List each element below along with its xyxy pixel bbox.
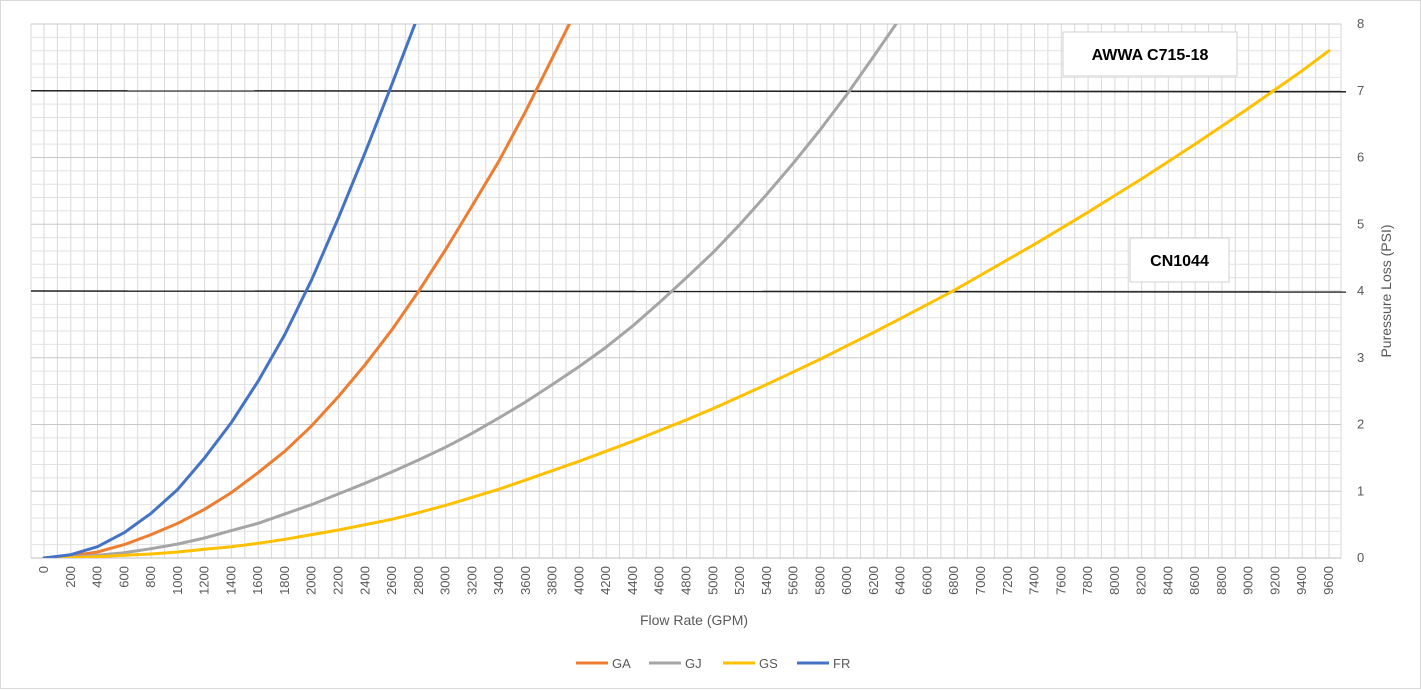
x-tick-label: 8400 [1160,566,1175,595]
x-tick-label: 2400 [357,566,372,595]
x-tick-label: 4800 [679,566,694,595]
reference-label-box [1129,237,1230,283]
x-tick-label: 4600 [652,566,667,595]
x-tick-label: 400 [90,566,105,588]
y-tick-label: 0 [1357,550,1364,565]
x-tick-label: 4200 [598,566,613,595]
legend-label: GJ [685,656,702,671]
y-tick-label: 1 [1357,483,1364,498]
reference-line [30,90,1347,93]
x-axis-title: Flow Rate (GPM) [640,612,748,628]
series-line-fr [42,24,417,558]
y-tick-label: 8 [1357,16,1364,31]
x-tick-label: 800 [143,566,158,588]
x-tick-label: 8200 [1134,566,1149,595]
reference-lines-layer: AWWA C715-18 CN1044 [30,31,1347,293]
x-tick-label: 8800 [1214,566,1229,595]
legend: GA GJ GS FR [576,656,850,671]
x-tick-label: 4400 [625,566,640,595]
series-line-gj [42,24,898,558]
x-tick-label: 6800 [946,566,961,595]
x-tick-label: 6200 [866,566,881,595]
x-tick-label: 3800 [545,566,560,595]
x-tick-label: 9200 [1267,566,1282,595]
x-tick-label: 1200 [197,566,212,595]
series-line-ga [42,24,572,558]
x-tick-label: 8600 [1187,566,1202,595]
reference-label: AWWA C715-18 [1092,47,1209,64]
x-tick-label: 2600 [384,566,399,595]
reference-line [30,290,1347,293]
x-tick-label: 6600 [919,566,934,595]
y-tick-label: 2 [1357,417,1364,432]
legend-item-gs: GS [723,656,778,671]
y-tick-label: 3 [1357,350,1364,365]
x-tick-label: 9000 [1241,566,1256,595]
x-tick-label: 9400 [1294,566,1309,595]
x-tick-label: 7600 [1053,566,1068,595]
x-tick-label: 7400 [1027,566,1042,595]
x-tick-label: 7000 [973,566,988,595]
x-tick-label: 7200 [1000,566,1015,595]
x-tick-label: 2000 [304,566,319,595]
y-tick-label: 6 [1357,150,1364,165]
legend-label: GS [759,656,778,671]
y-axis-title: Puressure Loss (PSI) [1378,224,1394,357]
legend-item-gj: GJ [649,656,702,671]
x-tick-label: 4000 [571,566,586,595]
legend-label: GA [612,656,631,671]
x-tick-label: 7800 [1080,566,1095,595]
tick-labels-layer: 0 200 400 600 800 1000 1200 1400 1600 1800 2000 220… [36,16,1364,595]
x-tick-label: 8000 [1107,566,1122,595]
y-tick-label: 7 [1357,83,1364,98]
x-tick-label: 1400 [223,566,238,595]
x-tick-label: 3000 [438,566,453,595]
y-tick-label: 4 [1357,283,1364,298]
x-tick-label: 3600 [518,566,533,595]
x-tick-label: 2800 [411,566,426,595]
x-tick-label: 2200 [330,566,345,595]
x-tick-label: 6400 [893,566,908,595]
x-tick-label: 200 [63,566,78,588]
x-tick-label: 5000 [705,566,720,595]
x-tick-label: 5600 [786,566,801,595]
x-tick-label: 0 [36,566,51,573]
series-layer [42,24,1331,558]
reference-label: CN1044 [1150,253,1209,270]
x-tick-label: 5400 [759,566,774,595]
x-tick-label: 1000 [170,566,185,595]
x-tick-label: 1800 [277,566,292,595]
x-tick-label: 3400 [491,566,506,595]
y-tick-label: 5 [1357,216,1364,231]
legend-label: FR [833,656,850,671]
x-tick-label: 9600 [1321,566,1336,595]
x-tick-label: 1600 [250,566,265,595]
x-tick-label: 5800 [812,566,827,595]
x-tick-label: 600 [116,566,131,588]
series-line-gs [42,49,1331,558]
x-tick-label: 3200 [464,566,479,595]
legend-item-fr: FR [797,656,850,671]
x-tick-label: 6000 [839,566,854,595]
legend-item-ga: GA [576,656,631,671]
x-tick-label: 5200 [732,566,747,595]
reference-label-box [1062,31,1238,77]
